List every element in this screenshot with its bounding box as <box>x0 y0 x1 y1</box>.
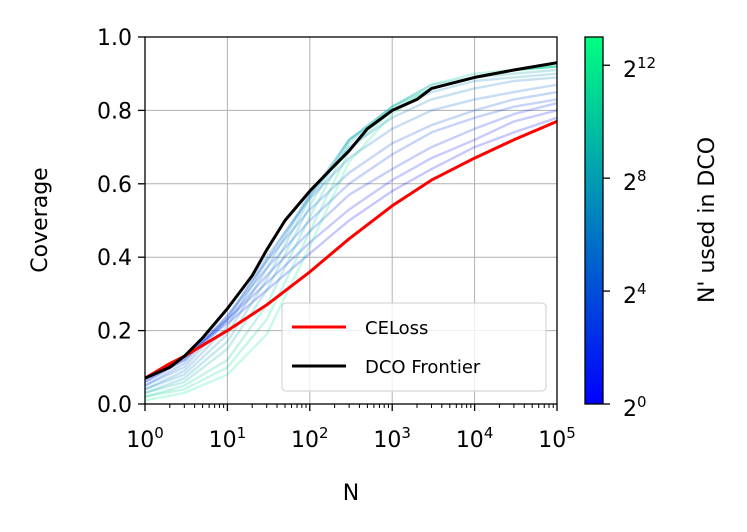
legend-label-dco-frontier: DCO Frontier <box>365 357 481 378</box>
dco-curve-n-prime-2-pow-5 <box>145 83 557 387</box>
legend: CELoss DCO Frontier <box>281 302 547 392</box>
colorbar: 20 24 28 212 N' used in DCO <box>584 36 720 422</box>
colorbar-tick-label-3: 212 <box>623 54 656 83</box>
dco-curve-n-prime-2-pow-7 <box>145 72 557 391</box>
dco-curve-n-prime-2-pow-10 <box>145 65 557 398</box>
dco-curve-n-prime-2-pow-2 <box>145 101 557 384</box>
y-tick-label-3: 0.6 <box>97 173 132 198</box>
colorbar-tick-label-1: 24 <box>623 280 647 309</box>
y-axis-label: Coverage <box>28 167 53 272</box>
plot-frame <box>144 36 558 405</box>
x-tick-label-0: 100 <box>126 424 164 453</box>
colorbar-ticks: 20 24 28 212 <box>603 54 656 422</box>
dco-curve-n-prime-2-pow-1 <box>145 109 557 380</box>
dco-curve-n-prime-2-pow-3 <box>145 98 557 384</box>
colorbar-tick-label-0: 20 <box>623 393 647 422</box>
y-tick-label-5: 1.0 <box>97 26 132 51</box>
x-tick-label-1: 101 <box>209 424 247 453</box>
dco-curve-n-prime-2-pow-4 <box>145 90 557 387</box>
dco-curve-n-prime-2-pow-6 <box>145 76 557 391</box>
colorbar-gradient <box>584 36 604 405</box>
y-axis-ticks: 0.0 0.2 0.4 0.6 0.8 1.0 <box>97 26 145 418</box>
series-line-dco-frontier <box>145 61 557 380</box>
y-tick-label-0: 0.0 <box>97 393 132 418</box>
colorbar-label: N' used in DCO <box>695 137 720 303</box>
y-tick-label-4: 0.8 <box>97 99 132 124</box>
main-series <box>145 61 557 380</box>
dco-curve-n-prime-2-pow-0 <box>145 116 557 380</box>
x-tick-label-4: 104 <box>456 424 494 453</box>
x-tick-label-2: 102 <box>291 424 329 453</box>
x-tick-label-5: 105 <box>538 424 576 453</box>
x-axis-ticks: 100 101 102 103 104 105 <box>126 404 576 453</box>
y-tick-label-2: 0.4 <box>97 246 132 271</box>
y-tick-label-1: 0.2 <box>97 320 132 345</box>
x-axis-label: N <box>343 481 359 506</box>
colorbar-tick-label-2: 28 <box>623 167 647 196</box>
x-tick-label-3: 103 <box>373 424 411 453</box>
legend-box <box>281 302 547 392</box>
legend-label-celoss: CELoss <box>365 318 428 339</box>
